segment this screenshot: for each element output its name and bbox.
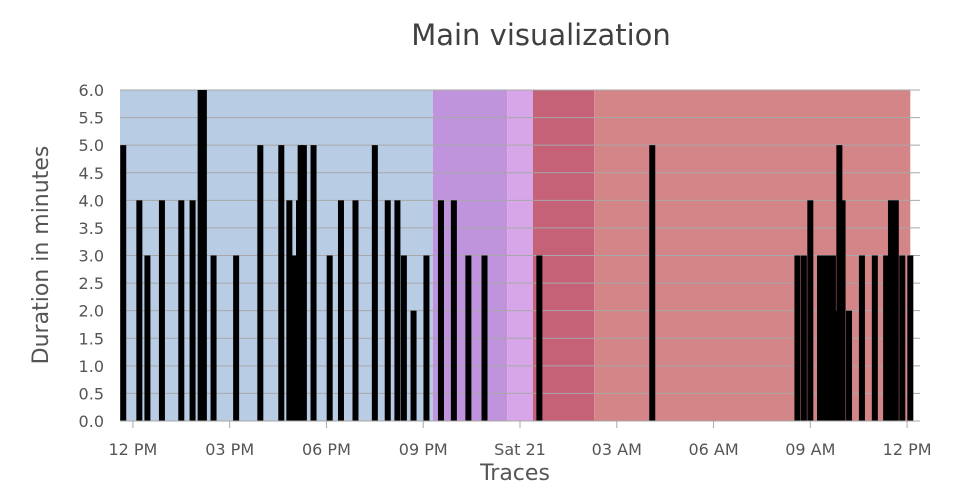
bar bbox=[410, 310, 417, 421]
x-tick-label: 12 PM bbox=[883, 440, 932, 459]
bar bbox=[889, 255, 896, 421]
x-tick-label: 03 PM bbox=[205, 440, 254, 459]
bar bbox=[883, 255, 890, 421]
bar bbox=[836, 145, 843, 421]
y-tick-label: 1.5 bbox=[79, 329, 104, 348]
x-tick-label: 09 AM bbox=[785, 440, 835, 459]
bar bbox=[450, 200, 457, 421]
bar bbox=[907, 255, 914, 421]
y-tick-label: 0.5 bbox=[79, 384, 104, 403]
x-tick-label: 12 PM bbox=[108, 440, 157, 459]
y-tick-label: 4.5 bbox=[79, 164, 104, 183]
x-tick-label: 06 PM bbox=[302, 440, 351, 459]
x-tick-label: Sat 21 bbox=[494, 440, 546, 459]
x-axis: 12 PM 03 PM 06 PM 09 PM Sat 21 03 AM 06 AM 09 A… bbox=[108, 420, 932, 459]
y-tick-label: 0.0 bbox=[79, 412, 104, 431]
bar bbox=[858, 255, 865, 421]
bar bbox=[371, 145, 378, 421]
bar bbox=[136, 200, 143, 421]
gridlines bbox=[120, 89, 920, 422]
bar bbox=[300, 145, 307, 421]
bar bbox=[120, 145, 127, 421]
bar bbox=[465, 255, 472, 421]
bar bbox=[807, 200, 814, 421]
bar bbox=[189, 200, 196, 421]
bar bbox=[899, 255, 906, 421]
bar bbox=[649, 145, 656, 421]
data-bars bbox=[120, 90, 914, 421]
bar bbox=[871, 255, 878, 421]
bar bbox=[800, 255, 807, 421]
y-tick-label: 6.0 bbox=[79, 81, 104, 100]
bar bbox=[286, 200, 293, 421]
y-tick-label: 1.0 bbox=[79, 357, 104, 376]
bar bbox=[200, 90, 207, 421]
bar bbox=[144, 255, 151, 421]
bar bbox=[437, 200, 444, 421]
y-axis-ticks: 0.0 0.5 1.0 1.5 2.0 2.5 3.0 3.5 4.0 4.5 5.0 5.5 6.0 bbox=[79, 81, 104, 431]
y-tick-label: 5.0 bbox=[79, 136, 104, 155]
bar bbox=[829, 255, 836, 421]
chart-title: Main visualization bbox=[411, 18, 671, 52]
x-tick-label: 03 AM bbox=[592, 440, 642, 459]
x-tick-label: 06 AM bbox=[688, 440, 738, 459]
y-tick-label: 3.5 bbox=[79, 219, 104, 238]
y-axis-label: Duration in minutes bbox=[29, 146, 54, 365]
bar bbox=[384, 200, 391, 421]
bar bbox=[278, 145, 285, 421]
bar bbox=[337, 200, 344, 421]
bar bbox=[197, 90, 204, 421]
bar bbox=[178, 200, 185, 421]
bar bbox=[210, 255, 217, 421]
bar bbox=[481, 255, 488, 421]
x-axis-label: Traces bbox=[479, 461, 550, 486]
y-tick-label: 2.5 bbox=[79, 274, 104, 293]
bar bbox=[297, 145, 304, 421]
y-tick-label: 2.0 bbox=[79, 302, 104, 321]
bar bbox=[825, 255, 832, 421]
y-tick-label: 3.0 bbox=[79, 247, 104, 266]
bar bbox=[352, 200, 359, 421]
bar bbox=[326, 255, 333, 421]
bar bbox=[257, 145, 264, 421]
bar bbox=[310, 145, 317, 421]
x-tick-label: 09 PM bbox=[399, 440, 448, 459]
bar bbox=[794, 255, 801, 421]
bar bbox=[400, 255, 407, 421]
bar bbox=[821, 255, 828, 421]
bar bbox=[394, 200, 401, 421]
bar bbox=[291, 255, 298, 421]
y-tick-label: 5.5 bbox=[79, 109, 104, 128]
bar bbox=[233, 255, 240, 421]
y-tick-label: 4.0 bbox=[79, 191, 104, 210]
bar bbox=[846, 310, 853, 421]
bar bbox=[158, 200, 165, 421]
bar bbox=[892, 200, 899, 421]
bar bbox=[423, 255, 430, 421]
bar bbox=[536, 255, 543, 421]
bar bbox=[839, 200, 846, 421]
bar bbox=[817, 255, 823, 421]
